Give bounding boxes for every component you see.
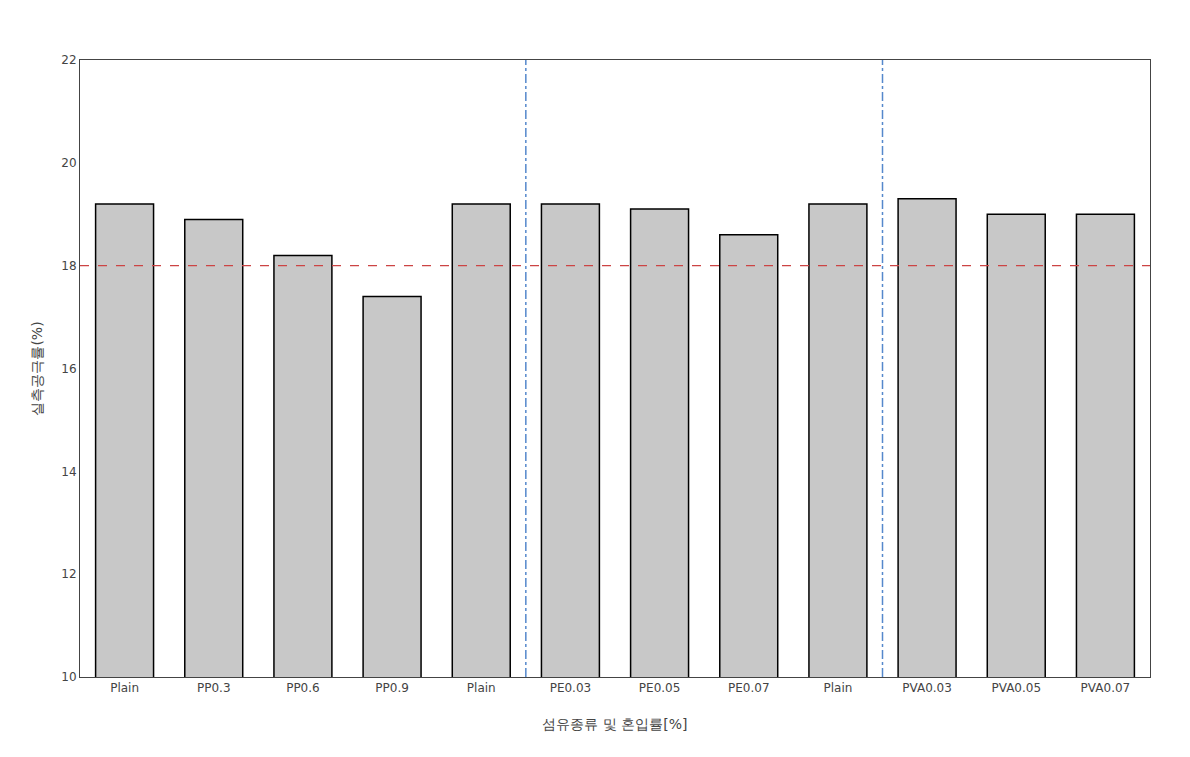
svg-text:PVA0.05: PVA0.05 [991,681,1041,695]
svg-text:PVA0.07: PVA0.07 [1081,681,1131,695]
svg-text:Plain: Plain [823,681,852,695]
svg-text:14: 14 [61,465,76,479]
svg-text:PVA0.03: PVA0.03 [902,681,952,695]
svg-text:PP0.3: PP0.3 [197,681,231,695]
svg-text:섬유종류 및 혼입률[%]: 섬유종류 및 혼입률[%] [542,716,687,732]
svg-text:10: 10 [61,670,76,684]
svg-text:PE0.05: PE0.05 [639,681,681,695]
svg-text:PE0.03: PE0.03 [550,681,592,695]
svg-text:PP0.9: PP0.9 [375,681,409,695]
svg-text:20: 20 [61,156,76,170]
svg-text:16: 16 [61,362,76,376]
svg-text:22: 22 [61,53,76,67]
svg-text:실측공극률(%): 실측공극률(%) [29,321,45,415]
svg-text:PE0.07: PE0.07 [728,681,770,695]
svg-text:Plain: Plain [110,681,139,695]
svg-text:12: 12 [61,567,76,581]
svg-text:Plain: Plain [467,681,496,695]
svg-text:PP0.6: PP0.6 [286,681,320,695]
svg-text:18: 18 [61,259,76,273]
